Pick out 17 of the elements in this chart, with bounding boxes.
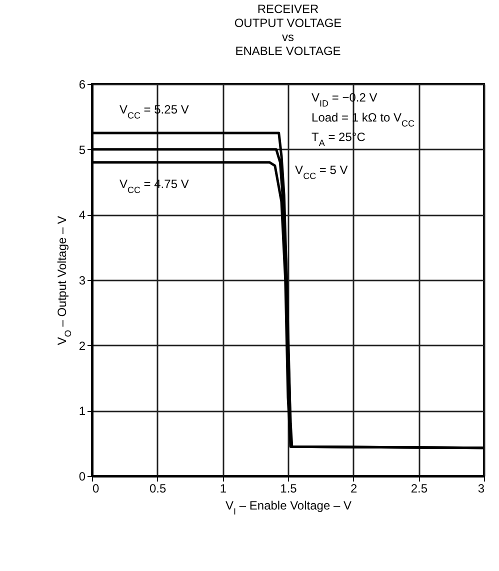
x-tick-label: 0.5 xyxy=(149,482,166,496)
y-tick-label: 2 xyxy=(78,338,86,353)
y-tick-label: 6 xyxy=(78,78,86,92)
x-tick-label: 3 xyxy=(478,482,485,496)
x-axis-title: V$_{I}$ – Enable Voltage – V xyxy=(226,498,352,516)
y-tick-label: 0 xyxy=(78,470,86,484)
series-label: V$_{CC}$ = 5 V xyxy=(295,163,348,182)
x-tick-label: 2.5 xyxy=(410,482,428,496)
y-tick-label: 4 xyxy=(78,208,86,222)
chart-title: RECEIVER OUTPUT VOLTAGE vs ENABLE VOLTAGE xyxy=(234,2,342,58)
x-tick-label: 2 xyxy=(350,482,358,496)
y-tick-label: 3 xyxy=(78,274,86,288)
x-tick-label: 0 xyxy=(92,482,100,496)
x-tick-label: 1 xyxy=(220,482,227,496)
y-tick-label: 1 xyxy=(78,404,86,418)
x-tick-label: 1.5 xyxy=(280,482,298,496)
y-tick-label: 5 xyxy=(78,142,86,157)
